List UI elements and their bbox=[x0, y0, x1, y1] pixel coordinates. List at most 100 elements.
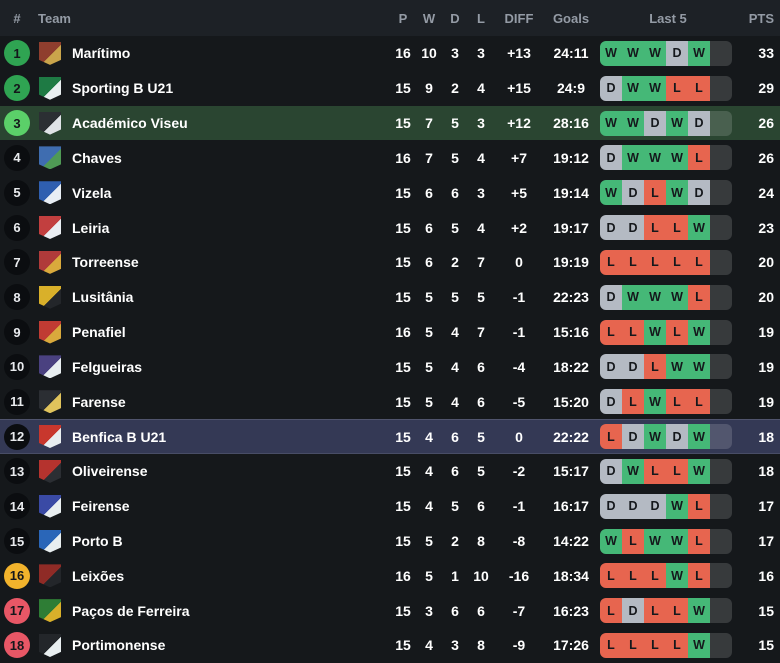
form-win[interactable]: W bbox=[644, 528, 666, 554]
team-name[interactable]: Farense bbox=[72, 393, 126, 410]
team-name[interactable]: Penafiel bbox=[72, 324, 126, 341]
form-loss[interactable]: L bbox=[622, 319, 644, 345]
form-win[interactable]: W bbox=[600, 110, 622, 136]
form-loss[interactable]: L bbox=[622, 632, 644, 658]
form-draw[interactable]: D bbox=[666, 424, 688, 450]
form-draw[interactable]: D bbox=[688, 110, 710, 136]
form-draw[interactable]: D bbox=[600, 354, 622, 380]
team-name[interactable]: Lusitânia bbox=[72, 289, 134, 306]
form-draw[interactable]: D bbox=[622, 598, 644, 624]
form-loss[interactable]: L bbox=[666, 598, 688, 624]
form-draw[interactable]: D bbox=[600, 215, 622, 241]
form-loss[interactable]: L bbox=[600, 424, 622, 450]
team-name[interactable]: Sporting B U21 bbox=[72, 80, 174, 97]
form-win[interactable]: W bbox=[644, 145, 666, 171]
team-name[interactable]: Feirense bbox=[72, 498, 130, 515]
form-loss[interactable]: L bbox=[622, 249, 644, 275]
form-win[interactable]: W bbox=[666, 493, 688, 519]
form-win[interactable]: W bbox=[666, 180, 688, 206]
team-name[interactable]: Chaves bbox=[72, 149, 122, 166]
form-loss[interactable]: L bbox=[666, 389, 688, 415]
form-win[interactable]: W bbox=[600, 528, 622, 554]
form-loss[interactable]: L bbox=[600, 598, 622, 624]
form-loss[interactable]: L bbox=[644, 180, 666, 206]
form-loss[interactable]: L bbox=[688, 249, 710, 275]
form-draw[interactable]: D bbox=[600, 493, 622, 519]
form-win[interactable]: W bbox=[622, 40, 644, 66]
form-win[interactable]: W bbox=[688, 215, 710, 241]
team-name[interactable]: Académico Viseu bbox=[72, 115, 188, 132]
form-loss[interactable]: L bbox=[600, 249, 622, 275]
form-win[interactable]: W bbox=[644, 319, 666, 345]
form-loss[interactable]: L bbox=[688, 284, 710, 310]
form-win[interactable]: W bbox=[622, 110, 644, 136]
form-loss[interactable]: L bbox=[644, 563, 666, 589]
team-name[interactable]: Felgueiras bbox=[72, 358, 143, 375]
team-name[interactable]: Paços de Ferreira bbox=[72, 602, 190, 619]
team-name[interactable]: Torreense bbox=[72, 254, 139, 271]
form-loss[interactable]: L bbox=[688, 563, 710, 589]
form-loss[interactable]: L bbox=[600, 319, 622, 345]
form-loss[interactable]: L bbox=[644, 215, 666, 241]
form-win[interactable]: W bbox=[666, 354, 688, 380]
form-loss[interactable]: L bbox=[644, 249, 666, 275]
form-loss[interactable]: L bbox=[688, 389, 710, 415]
form-win[interactable]: W bbox=[688, 424, 710, 450]
form-win[interactable]: W bbox=[688, 632, 710, 658]
form-draw[interactable]: D bbox=[622, 180, 644, 206]
form-win[interactable]: W bbox=[600, 40, 622, 66]
form-win[interactable]: W bbox=[666, 284, 688, 310]
form-win[interactable]: W bbox=[666, 563, 688, 589]
form-loss[interactable]: L bbox=[622, 389, 644, 415]
form-loss[interactable]: L bbox=[688, 528, 710, 554]
form-draw[interactable]: D bbox=[644, 493, 666, 519]
form-win[interactable]: W bbox=[666, 145, 688, 171]
form-draw[interactable]: D bbox=[622, 215, 644, 241]
team-name[interactable]: Benfica B U21 bbox=[72, 428, 167, 445]
form-win[interactable]: W bbox=[622, 75, 644, 101]
form-win[interactable]: W bbox=[688, 458, 710, 484]
form-draw[interactable]: D bbox=[622, 424, 644, 450]
form-win[interactable]: W bbox=[600, 180, 622, 206]
form-draw[interactable]: D bbox=[622, 354, 644, 380]
form-win[interactable]: W bbox=[688, 354, 710, 380]
form-win[interactable]: W bbox=[644, 75, 666, 101]
form-draw[interactable]: D bbox=[600, 458, 622, 484]
form-loss[interactable]: L bbox=[666, 632, 688, 658]
team-name[interactable]: Leixões bbox=[72, 567, 125, 584]
form-loss[interactable]: L bbox=[688, 145, 710, 171]
form-draw[interactable]: D bbox=[622, 493, 644, 519]
team-name[interactable]: Portimonense bbox=[72, 637, 166, 654]
form-draw[interactable]: D bbox=[600, 389, 622, 415]
form-win[interactable]: W bbox=[688, 319, 710, 345]
form-loss[interactable]: L bbox=[666, 319, 688, 345]
form-loss[interactable]: L bbox=[622, 563, 644, 589]
form-loss[interactable]: L bbox=[600, 563, 622, 589]
form-draw[interactable]: D bbox=[600, 284, 622, 310]
form-win[interactable]: W bbox=[644, 424, 666, 450]
form-loss[interactable]: L bbox=[600, 632, 622, 658]
form-loss[interactable]: L bbox=[688, 493, 710, 519]
form-draw[interactable]: D bbox=[688, 180, 710, 206]
form-win[interactable]: W bbox=[622, 284, 644, 310]
form-win[interactable]: W bbox=[622, 458, 644, 484]
form-draw[interactable]: D bbox=[600, 145, 622, 171]
form-win[interactable]: W bbox=[644, 40, 666, 66]
form-loss[interactable]: L bbox=[644, 354, 666, 380]
form-draw[interactable]: D bbox=[666, 40, 688, 66]
form-win[interactable]: W bbox=[644, 284, 666, 310]
form-loss[interactable]: L bbox=[622, 528, 644, 554]
